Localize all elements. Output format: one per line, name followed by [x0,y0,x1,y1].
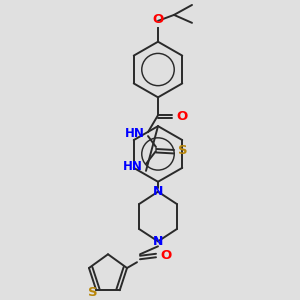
Text: HN: HN [123,160,143,173]
Text: N: N [153,235,163,248]
Text: O: O [176,110,187,123]
Text: N: N [153,185,163,198]
Text: S: S [178,145,188,158]
Text: HN: HN [125,127,145,140]
Text: O: O [152,13,164,26]
Text: O: O [160,249,171,262]
Text: S: S [88,286,98,299]
